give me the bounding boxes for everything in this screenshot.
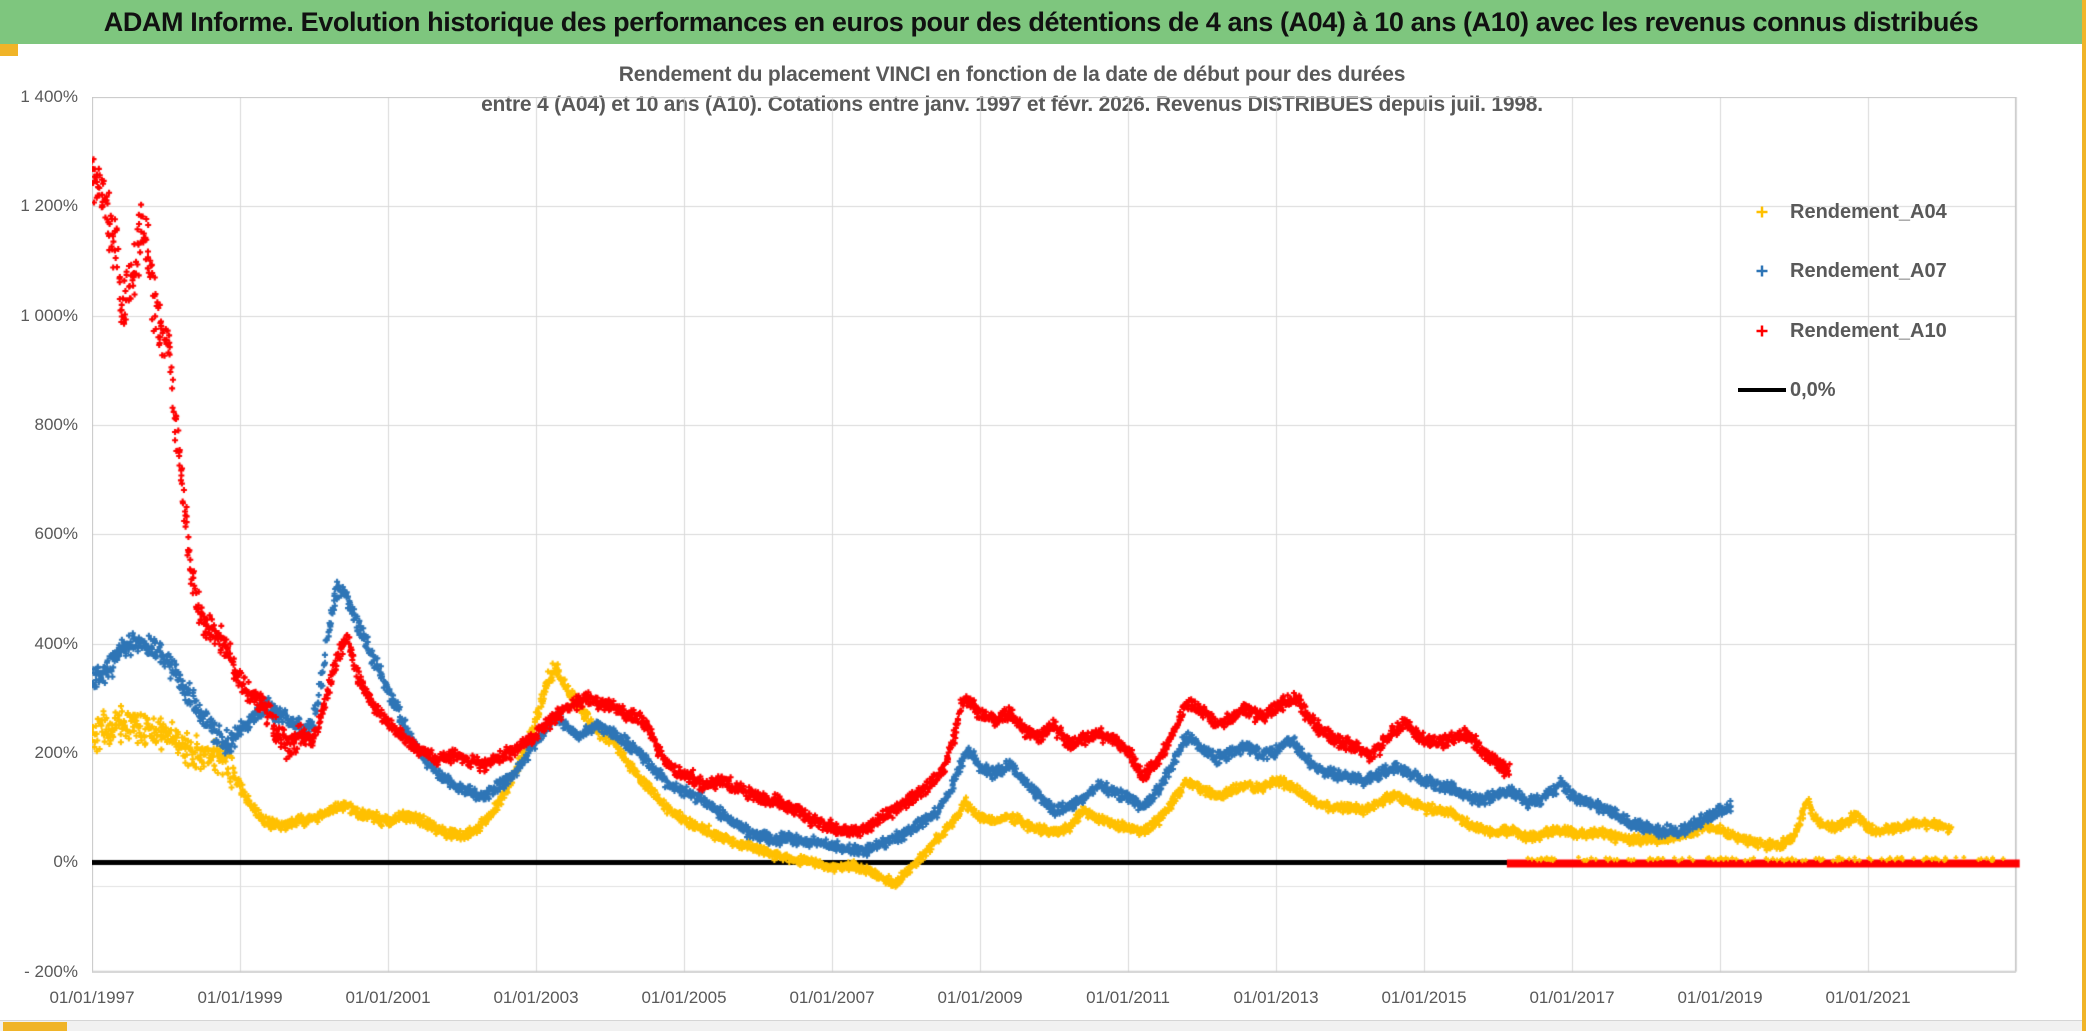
legend-item-0-0-: 0,0% <box>1738 376 1836 404</box>
y-tick-label: 1 200% <box>20 196 78 216</box>
legend-item-rendement-a10: Rendement_A10 <box>1738 317 1947 345</box>
plus-marker-icon <box>1738 324 1786 338</box>
plus-marker-icon <box>1738 264 1786 278</box>
legend-label: Rendement_A10 <box>1790 319 1947 342</box>
x-tick-label: 01/01/2007 <box>789 988 875 1007</box>
report-banner-title: ADAM Informe. Evolution historique des p… <box>103 6 1979 37</box>
legend-label: Rendement_A07 <box>1790 259 1947 282</box>
x-tick-label: 01/01/2013 <box>1233 988 1319 1007</box>
x-tick-label: 01/01/2001 <box>345 988 431 1007</box>
y-tick-label: - 200% <box>24 961 78 981</box>
legend-label: 0,0% <box>1790 378 1836 401</box>
plot-area <box>92 97 2024 973</box>
x-tick-label: 01/01/2017 <box>1529 988 1615 1007</box>
y-tick-label: 1 400% <box>20 86 78 106</box>
y-tick-label: 200% <box>34 743 78 763</box>
x-tick-label: 01/01/2021 <box>1825 988 1911 1007</box>
right-edge-strip <box>2082 0 2086 1031</box>
legend-item-rendement-a04: Rendement_A04 <box>1738 198 1947 226</box>
x-tick-label: 01/01/2003 <box>493 988 579 1007</box>
chart-title-line1: Rendement du placement VINCI en fonction… <box>618 63 1406 86</box>
report-banner: ADAM Informe. Evolution historique des p… <box>0 0 2082 44</box>
x-tick-label: 01/01/1997 <box>49 988 135 1007</box>
y-tick-label: 400% <box>34 633 78 653</box>
legend-item-rendement-a07: Rendement_A07 <box>1738 257 1947 285</box>
x-tick-label: 01/01/2005 <box>641 988 727 1007</box>
x-tick-label: 01/01/2009 <box>937 988 1023 1007</box>
scrollbar-thumb[interactable] <box>3 1022 67 1031</box>
x-tick-label: 01/01/1999 <box>197 988 283 1007</box>
y-tick-label: 600% <box>34 524 78 544</box>
x-tick-label: 01/01/2011 <box>1086 988 1170 1007</box>
y-tick-label: 800% <box>34 414 78 434</box>
x-tick-label: 01/01/2019 <box>1677 988 1763 1007</box>
x-tick-label: 01/01/2015 <box>1381 988 1467 1007</box>
zero-line-swatch <box>1738 388 1786 392</box>
background-accent-left <box>0 44 18 56</box>
y-tick-label: 0% <box>53 852 78 872</box>
horizontal-scrollbar[interactable] <box>0 1020 2082 1031</box>
legend-label: Rendement_A04 <box>1790 200 1947 223</box>
y-tick-label: 1 000% <box>20 305 78 325</box>
plus-marker-icon <box>1738 205 1786 219</box>
